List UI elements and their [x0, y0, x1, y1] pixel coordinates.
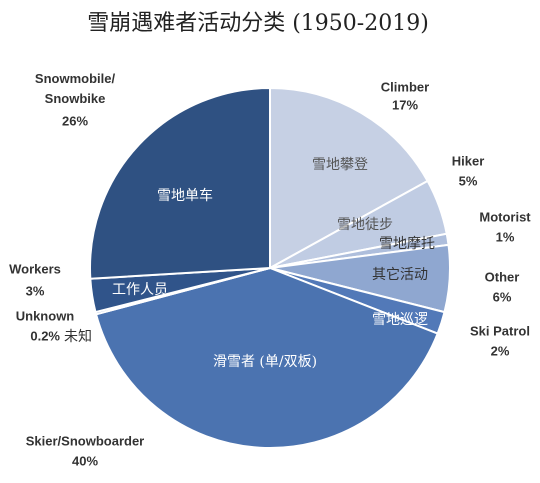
- slice-label: 雪地巡逻: [372, 312, 428, 328]
- value-label: 17%: [392, 97, 418, 112]
- slice-label: 工作人员: [112, 282, 168, 298]
- chart-title: 雪崩遇难者活动分类 (1950-2019): [87, 11, 429, 36]
- slice-label: 滑雪者 (单/双板): [213, 353, 317, 370]
- category-label: Snowmobile/Snowbike: [35, 71, 116, 106]
- slice-label: 雪地徒步: [337, 217, 393, 233]
- category-label: Motorist: [479, 209, 531, 224]
- value-label: 2%: [491, 343, 510, 358]
- category-label: Ski Patrol: [470, 323, 530, 338]
- value-label: 1%: [496, 229, 515, 244]
- value-label: 6%: [493, 289, 512, 304]
- value-label: 0.2%: [30, 328, 60, 343]
- category-label: Skier/Snowboarder: [26, 433, 144, 448]
- pie-slice: [94, 266, 439, 449]
- slice-label: 其它活动: [372, 266, 428, 283]
- slice-label: 雪地攀登: [312, 157, 368, 173]
- category-label: Workers: [9, 261, 61, 276]
- value-label: 3%: [26, 283, 45, 298]
- category-label: Hiker: [452, 153, 485, 168]
- slice-label: 雪地摩托: [379, 235, 435, 252]
- pie-slice: [89, 86, 271, 280]
- slice-label: 未知: [64, 328, 92, 345]
- value-label: 40%: [72, 453, 98, 468]
- slice-label: 雪地单车: [157, 187, 213, 204]
- category-label: Unknown: [16, 308, 75, 323]
- value-label: 5%: [459, 173, 478, 188]
- value-label: 26%: [62, 113, 88, 128]
- category-label: Other: [485, 269, 520, 284]
- pie-slice: [269, 86, 429, 270]
- category-label: Climber: [381, 79, 429, 94]
